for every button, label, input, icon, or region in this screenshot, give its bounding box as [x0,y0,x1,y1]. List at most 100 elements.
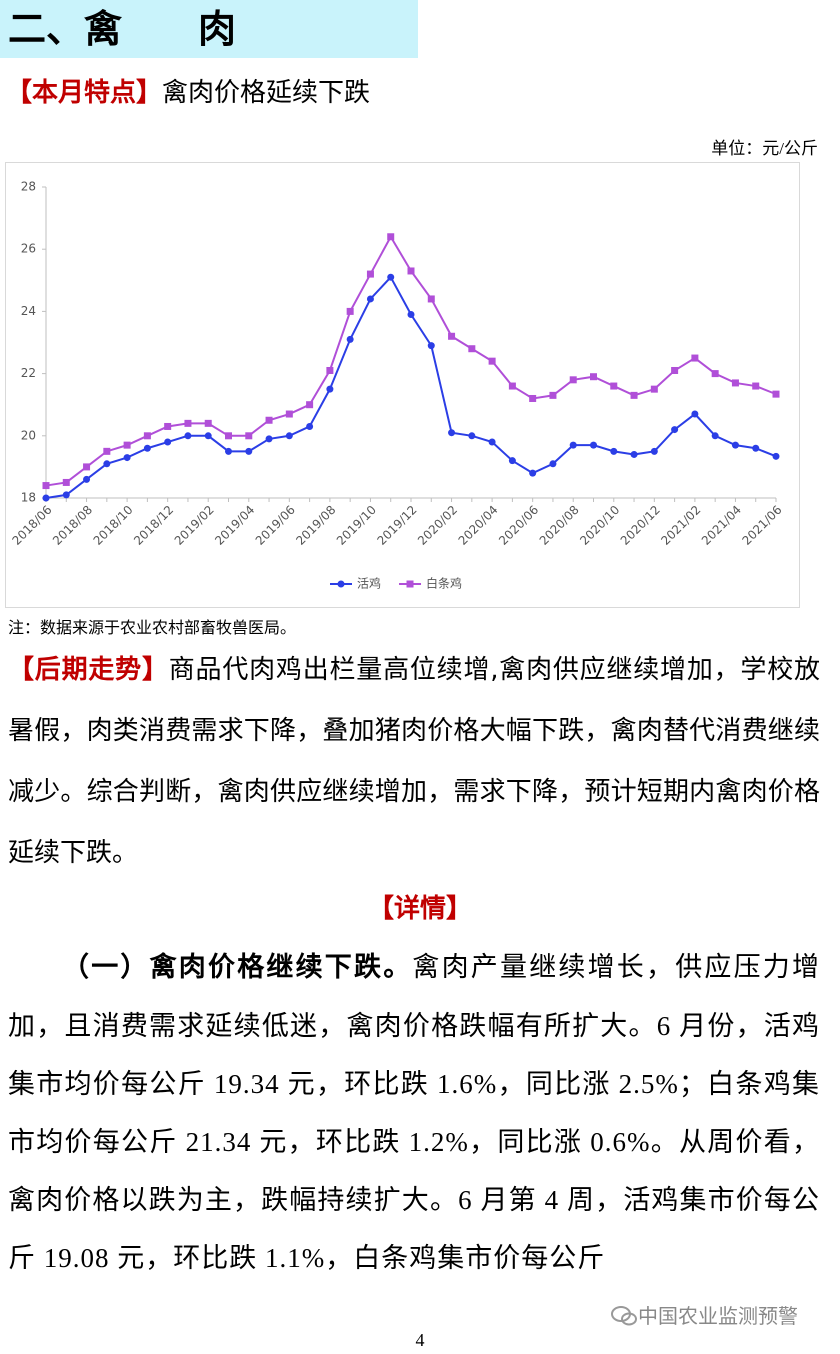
data-point [326,385,334,393]
details-heading: 【详情】 [367,894,472,924]
data-point [62,491,70,499]
data-point [752,382,760,390]
data-point [549,460,557,468]
details-lead: （一）禽肉价格继续下跌。 [62,952,413,983]
details: （一）禽肉价格继续下跌。禽肉产量继续增长，供应压力增加，且消费需求延续低迷，禽肉… [8,938,820,1287]
data-point [590,441,597,449]
y-tick-label: 20 [21,428,36,442]
data-point [407,311,415,319]
data-point [549,391,557,399]
section-title: 二、禽 肉 [0,0,418,58]
y-tick-label: 18 [21,491,36,505]
data-point [468,345,476,353]
y-tick-label: 22 [21,366,36,380]
data-point [204,419,212,427]
data-point [245,447,253,455]
data-point [265,435,273,443]
data-point [488,357,496,365]
wechat-icon [611,1306,637,1326]
unit: 单位：元/公斤 [711,139,818,158]
data-point [711,370,719,378]
data-point [204,432,212,440]
data-point [265,416,273,424]
data-point [671,366,679,374]
data-point [326,366,334,374]
data-point [772,452,780,460]
data-point [448,429,456,437]
data-point [529,394,537,402]
data-point [752,444,760,452]
y-tick-label: 26 [21,242,36,256]
data-point [306,401,314,409]
data-point [245,432,253,440]
legend-marker [337,580,345,588]
data-point [366,295,374,303]
data-point [103,460,111,468]
outlook-text: 商品代肉鸡出栏量高位续增,禽肉供应继续增加，学校放暑假，肉类消费需求下降，叠加猪… [8,655,820,868]
data-point [590,373,597,381]
data-point [630,450,638,458]
watermark: 中国农业监测预警 [610,1300,798,1329]
data-point [569,441,577,449]
chart-frame [5,162,800,608]
page-number: 4 [415,1330,425,1350]
data-point [123,441,131,449]
chart: 1820222426282018/062018/082018/102018/12… [5,162,800,608]
data-point [427,342,435,350]
data-point [346,307,354,315]
y-tick-label: 24 [21,304,36,318]
data-point [610,447,618,455]
data-point [427,295,435,303]
highlight-text: 禽肉价格延续下跌 [162,78,371,108]
data-point [123,454,131,462]
data-point [346,335,354,343]
data-point [164,422,172,430]
data-point [103,447,111,455]
data-point [42,482,50,490]
data-point [671,426,679,434]
data-point [387,273,395,281]
data-point [529,469,537,477]
data-point [731,379,739,387]
highlight: 【本月特点】禽肉价格延续下跌 [6,72,370,109]
data-point [691,354,699,362]
data-point [366,270,374,278]
data-point [610,382,618,390]
highlight-label: 【本月特点】 [6,78,163,108]
legend-label: 活鸡 [357,576,381,591]
data-point [387,233,395,241]
legend-label: 白条鸡 [426,576,462,591]
data-point [630,391,638,399]
data-point [569,376,577,384]
legend-marker [406,580,414,588]
data-point [225,447,232,455]
data-point [306,422,314,430]
data-point [772,390,780,398]
data-point [650,385,658,393]
data-point [62,478,70,486]
watermark-text: 中国农业监测预警 [638,1304,798,1328]
data-point [650,447,658,455]
data-point [285,410,293,418]
data-point [225,432,232,440]
data-point [691,410,699,418]
data-point [468,432,476,440]
data-point [164,438,172,446]
details-text: 禽肉产量继续增长，供应压力增加，且消费需求延续低迷，禽肉价格跌幅有所扩大。6 月… [8,952,821,1273]
data-point [285,432,293,440]
data-point [508,457,516,465]
data-point [143,444,151,452]
data-point [711,432,719,440]
data-point [83,463,91,471]
data-point [42,494,50,502]
outlook: 【后期走势】商品代肉鸡出栏量高位续增,禽肉供应继续增加，学校放暑假，肉类消费需求… [8,640,820,884]
data-point [448,332,456,340]
outlook-label: 【后期走势】 [8,655,169,685]
data-point [508,382,516,390]
note: 注：数据来源于农业农村部畜牧兽医局。 [8,620,297,637]
data-point [407,267,415,275]
data-point [83,475,91,483]
data-point [143,432,151,440]
data-point [731,441,739,449]
